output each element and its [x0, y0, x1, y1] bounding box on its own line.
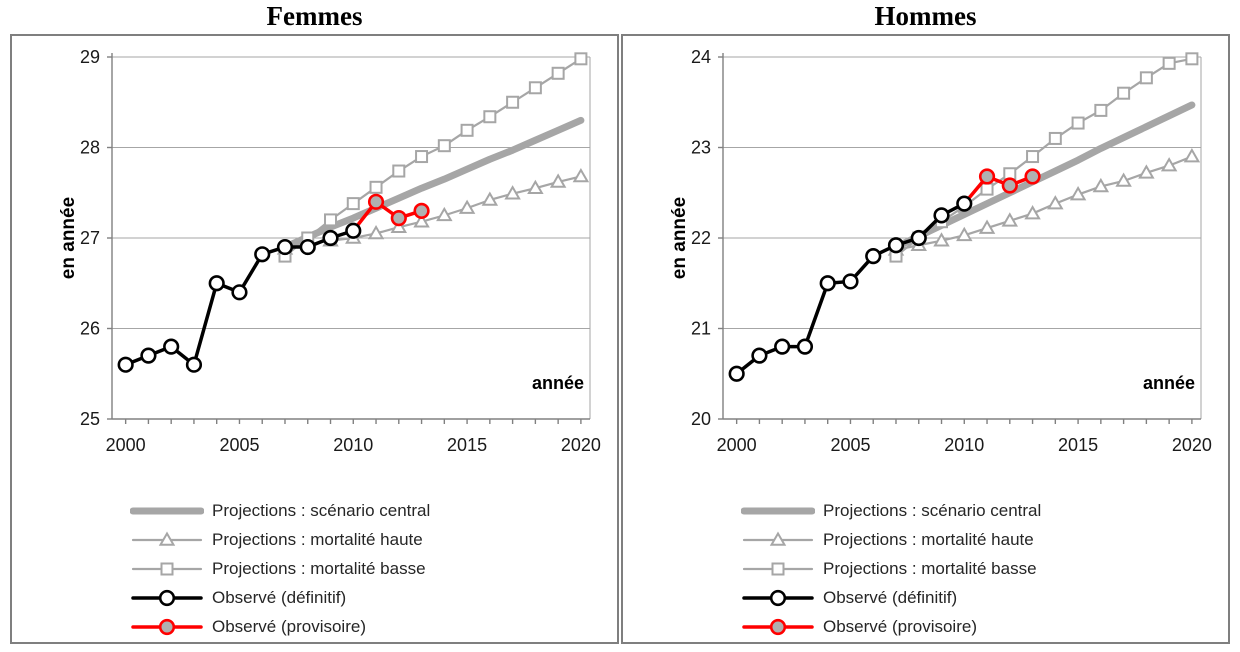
- legend-swatch-definitif: [131, 589, 203, 606]
- svg-text:26: 26: [80, 319, 100, 339]
- legend-item-label: Observé (définitif): [212, 587, 347, 607]
- legend-item-label: Projections : scénario central: [212, 500, 431, 520]
- legend-item-provisoire: Observé (provisoire): [130, 612, 430, 641]
- svg-text:25: 25: [80, 409, 100, 429]
- legend-item-label: Observé (définitif): [823, 587, 958, 607]
- legend-swatch-central: [130, 507, 204, 514]
- axis-titles-hommes: en année année: [669, 197, 1195, 393]
- series-basse-femmes: [278, 52, 588, 263]
- series-definitif-femmes: [117, 222, 362, 373]
- axes-femmes: [107, 53, 590, 424]
- legend-femmes: Projections : scénario central Projection…: [130, 496, 430, 641]
- legend-swatch-provisoire: [742, 618, 814, 635]
- svg-text:2020: 2020: [561, 435, 601, 455]
- series-provisoire-femmes: [351, 193, 430, 233]
- svg-text:2015: 2015: [1058, 435, 1098, 455]
- legend-item-haute: Projections : mortalité haute: [741, 525, 1041, 554]
- svg-text:2010: 2010: [333, 435, 373, 455]
- legend-item-label: Observé (provisoire): [212, 616, 366, 636]
- svg-text:27: 27: [80, 228, 100, 248]
- legend-item-label: Projections : mortalité basse: [823, 558, 1037, 578]
- svg-text:21: 21: [691, 319, 711, 339]
- svg-text:20: 20: [691, 409, 711, 429]
- legend-hommes: Projections : scénario central Projection…: [741, 496, 1041, 641]
- chart-canvas-femmes: 25 26 27 28 29 2000 2005 2010 2015 2020 en année an…: [58, 47, 601, 455]
- legend-swatch-definitif: [742, 589, 814, 606]
- legend-item-haute: Projections : mortalité haute: [130, 525, 430, 554]
- svg-text:29: 29: [80, 47, 100, 67]
- legend-item-label: Observé (provisoire): [823, 616, 977, 636]
- tick-labels-femmes: 25 26 27 28 29 2000 2005 2010 2015 2020: [80, 47, 601, 455]
- gridlines-femmes: [112, 56, 591, 419]
- legend-swatch-haute: [131, 530, 203, 546]
- panel-femmes: 25 26 27 28 29 2000 2005 2010 2015 2020 en année an…: [10, 34, 619, 644]
- axis-titles-femmes: en année année: [58, 197, 584, 393]
- series-definitif-hommes: [728, 195, 973, 382]
- legend-item-provisoire: Observé (provisoire): [741, 612, 1041, 641]
- legend-swatch-basse: [131, 562, 203, 575]
- svg-text:2000: 2000: [717, 435, 757, 455]
- svg-text:2000: 2000: [106, 435, 146, 455]
- legend-item-label: Projections : mortalité haute: [823, 529, 1034, 549]
- series-haute-hommes: [887, 148, 1201, 256]
- legend-item-label: Projections : mortalité basse: [212, 558, 426, 578]
- svg-text:28: 28: [80, 138, 100, 158]
- svg-text:2015: 2015: [447, 435, 487, 455]
- legend-swatch-haute: [742, 530, 814, 546]
- tick-labels-hommes: 20 21 22 23 24 2000 2005 2010 2015 2020: [691, 47, 1212, 455]
- legend-item-basse: Projections : mortalité basse: [130, 554, 430, 583]
- legend-item-central: Projections : scénario central: [130, 496, 430, 525]
- svg-text:en année: en année: [58, 197, 79, 279]
- svg-text:22: 22: [691, 228, 711, 248]
- svg-text:2020: 2020: [1172, 435, 1212, 455]
- svg-text:en année: en année: [669, 197, 690, 279]
- legend-item-definitif: Observé (définitif): [741, 583, 1041, 612]
- series-provisoire-hommes: [962, 168, 1041, 206]
- legend-swatch-basse: [742, 562, 814, 575]
- axes-hommes: [718, 53, 1201, 424]
- legend-item-label: Projections : mortalité haute: [212, 529, 423, 549]
- chart-title-femmes: Femmes: [266, 1, 363, 31]
- legend-item-central: Projections : scénario central: [741, 496, 1041, 525]
- legend-swatch-provisoire: [131, 618, 203, 635]
- chart-canvas-hommes: 20 21 22 23 24 2000 2005 2010 2015 2020 en année an…: [669, 47, 1212, 455]
- svg-text:23: 23: [691, 138, 711, 158]
- legend-swatch-central: [741, 507, 815, 514]
- svg-text:année: année: [1143, 373, 1195, 393]
- panel-hommes: 20 21 22 23 24 2000 2005 2010 2015 2020 en année an…: [621, 34, 1230, 644]
- svg-text:2005: 2005: [830, 435, 870, 455]
- chart-title-hommes: Hommes: [874, 1, 977, 31]
- svg-text:2010: 2010: [944, 435, 984, 455]
- svg-text:année: année: [532, 373, 584, 393]
- svg-text:2005: 2005: [219, 435, 259, 455]
- legend-item-definitif: Observé (définitif): [130, 583, 430, 612]
- legend-item-basse: Projections : mortalité basse: [741, 554, 1041, 583]
- svg-text:24: 24: [691, 47, 711, 67]
- legend-item-label: Projections : scénario central: [823, 500, 1042, 520]
